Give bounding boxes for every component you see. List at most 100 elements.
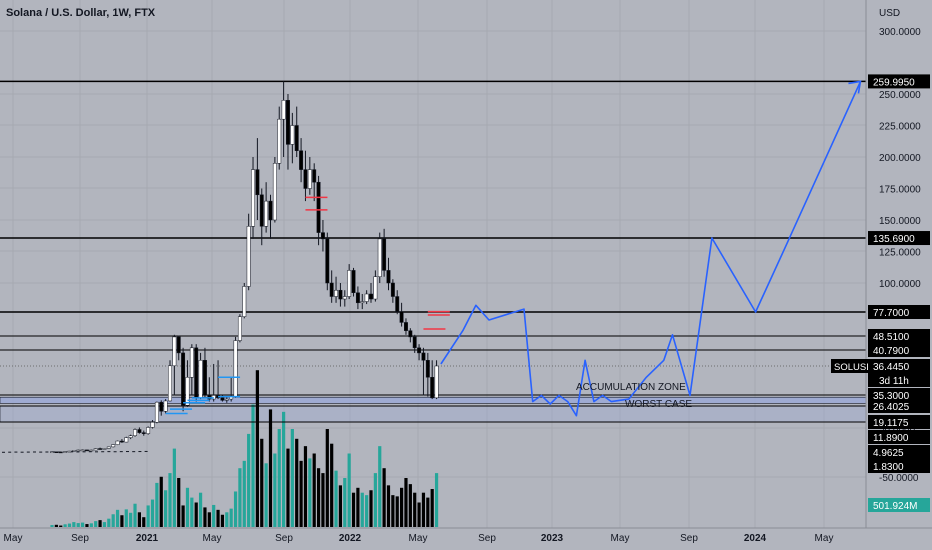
- candle-body: [137, 429, 142, 433]
- candle-body: [320, 232, 325, 240]
- projection-path[interactable]: [440, 80, 862, 417]
- horizontal-levels[interactable]: [0, 80, 866, 423]
- volume-bar: [347, 453, 351, 527]
- price-labels: 259.9950 135.6900 77.7000 48.5100 40.7900 35.…: [831, 74, 930, 512]
- volume-bar: [124, 509, 128, 527]
- price-label: 1.8300: [873, 462, 904, 473]
- candle-body: [316, 181, 321, 233]
- candle-body: [434, 365, 439, 399]
- candle-body: [203, 360, 207, 396]
- x-tick-label: Sep: [680, 533, 698, 544]
- volume-bar: [369, 490, 373, 527]
- x-tick-label: 2021: [136, 533, 159, 544]
- volume-bar: [430, 489, 434, 527]
- volume-bar: [150, 499, 155, 527]
- volume-bar: [89, 523, 93, 527]
- candle-body: [67, 450, 72, 453]
- price-axis[interactable]: USD 300.0000 250.0000 225.0000 200.0000 175.…: [865, 0, 921, 528]
- volume-bar: [98, 520, 102, 527]
- candle-body: [181, 352, 186, 406]
- volume-bar: [102, 522, 107, 527]
- volume-bar: [400, 487, 404, 527]
- candle-body: [128, 435, 133, 438]
- level-label-bg: [868, 305, 930, 319]
- zone-label: ACCUMULATION ZONE: [576, 382, 686, 393]
- x-tick-label: May: [611, 533, 630, 544]
- volume-bar: [225, 512, 229, 527]
- candle-body: [334, 289, 339, 297]
- candle-body: [290, 125, 295, 145]
- zone-labels: ACCUMULATION ZONE WORST CASE: [576, 382, 692, 410]
- zone-box: [0, 396, 867, 404]
- x-tick-label: May: [203, 533, 222, 544]
- chart-title: Solana / U.S. Dollar, 1W, FTX: [6, 7, 156, 19]
- volume-bar: [260, 438, 264, 527]
- countdown-bg: [868, 373, 930, 387]
- volume-bar: [264, 463, 268, 527]
- volume-bar: [343, 478, 347, 527]
- candle-body: [251, 169, 255, 227]
- volume-bar: [50, 525, 54, 527]
- candle-body: [159, 401, 164, 412]
- y-tick-label: 200.0000: [879, 153, 921, 164]
- projection-line[interactable]: [440, 81, 862, 417]
- candle-body: [98, 448, 103, 450]
- price-label: 4.9625: [873, 448, 904, 459]
- volume-bar: [133, 503, 137, 527]
- candle-body: [299, 150, 304, 170]
- volume-bar: [316, 468, 321, 527]
- volume-bar: [395, 496, 399, 527]
- volume-bar: [111, 514, 115, 527]
- level-label-bg: [868, 399, 930, 413]
- volume-bar: [212, 504, 216, 527]
- time-axis[interactable]: May Sep 2021 May Sep 2022 May Sep 2023 May Sep 2024…: [0, 527, 932, 544]
- candle-body: [80, 449, 85, 452]
- volume-bar: [129, 512, 133, 527]
- symbol-badge-bg: [831, 359, 869, 373]
- y-tick-label: 225.0000: [879, 122, 921, 133]
- y-tick-label: 50.0000: [879, 424, 916, 435]
- candle-body: [71, 450, 76, 452]
- candle-body: [286, 100, 290, 145]
- volume-bar: [142, 517, 146, 527]
- candle-body: [312, 169, 317, 183]
- volume-bar: [356, 487, 360, 527]
- level-label-bg: [868, 329, 930, 343]
- candle-body: [307, 169, 312, 189]
- x-tick-label: Sep: [275, 533, 293, 544]
- volume-bar: [334, 470, 338, 527]
- grid: [0, 0, 866, 528]
- volume-bar: [80, 522, 85, 527]
- volume-bar: [229, 508, 233, 527]
- candle-body: [259, 194, 264, 227]
- candle-body: [237, 316, 242, 341]
- candle-body: [369, 293, 373, 300]
- candle-body: [421, 352, 426, 361]
- volume-bar: [137, 512, 141, 527]
- candle-body: [351, 270, 356, 293]
- candle-body: [242, 286, 247, 317]
- volume-bars: [50, 370, 439, 527]
- volume-bar: [299, 460, 303, 527]
- volume-bar: [220, 514, 225, 527]
- candle-body: [111, 444, 116, 448]
- candle-body: [382, 238, 387, 271]
- candle-body: [154, 401, 159, 423]
- price-label: 11.8900: [873, 433, 909, 444]
- candle-body: [425, 360, 430, 378]
- candle-body: [119, 440, 124, 443]
- candle-body: [294, 125, 299, 151]
- zones: [0, 396, 867, 423]
- volume-bar: [203, 507, 207, 527]
- x-tick-label: May: [815, 533, 834, 544]
- candles: [2, 81, 439, 454]
- candle-body: [399, 311, 404, 323]
- candle-body: [360, 301, 365, 304]
- candle-body: [185, 377, 190, 406]
- candle-body: [146, 427, 151, 434]
- volume-bar: [172, 448, 176, 527]
- candle-body: [377, 238, 382, 277]
- level-label: 26.4025: [873, 402, 910, 413]
